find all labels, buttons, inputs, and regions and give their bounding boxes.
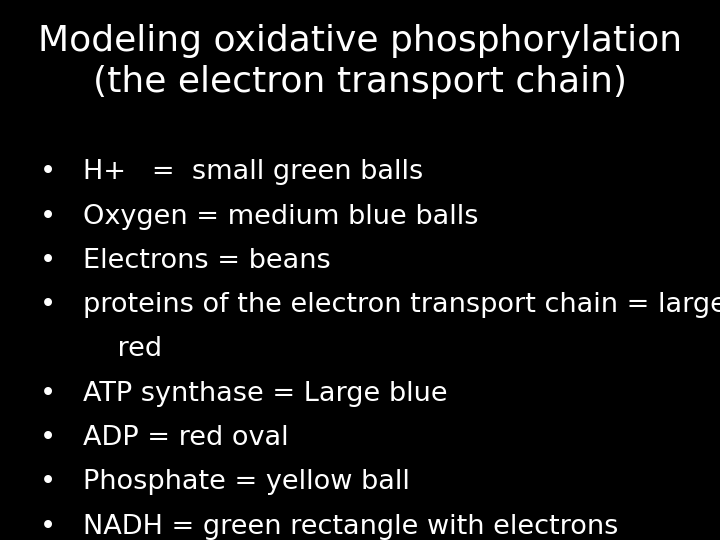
- Text: •: •: [40, 159, 55, 185]
- Text: •: •: [40, 514, 55, 539]
- Text: •: •: [40, 381, 55, 407]
- Text: ATP synthase = Large blue: ATP synthase = Large blue: [83, 381, 447, 407]
- Text: red: red: [83, 336, 162, 362]
- Text: Oxygen = medium blue balls: Oxygen = medium blue balls: [83, 204, 478, 230]
- Text: NADH = green rectangle with electrons: NADH = green rectangle with electrons: [83, 514, 618, 539]
- Text: H+   =  small green balls: H+ = small green balls: [83, 159, 423, 185]
- Text: ADP = red oval: ADP = red oval: [83, 425, 289, 451]
- Text: Electrons = beans: Electrons = beans: [83, 248, 330, 274]
- Text: proteins of the electron transport chain = large: proteins of the electron transport chain…: [83, 292, 720, 318]
- Text: •: •: [40, 248, 55, 274]
- Text: •: •: [40, 204, 55, 230]
- Text: Phosphate = yellow ball: Phosphate = yellow ball: [83, 469, 410, 495]
- Text: •: •: [40, 292, 55, 318]
- Text: •: •: [40, 425, 55, 451]
- Text: •: •: [40, 469, 55, 495]
- Text: Modeling oxidative phosphorylation
(the electron transport chain): Modeling oxidative phosphorylation (the …: [38, 24, 682, 99]
